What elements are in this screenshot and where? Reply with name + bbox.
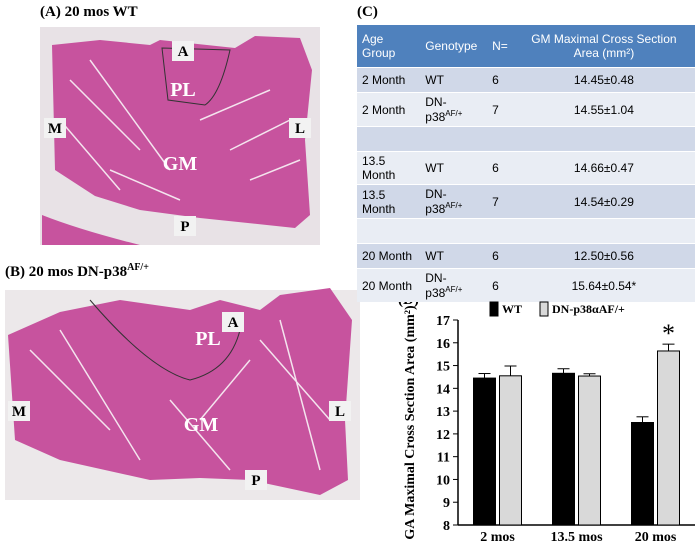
- table-row: 2 Month DN-p38AF/+ 7 14.55±1.04: [357, 92, 695, 127]
- cell-sup: AF/+: [445, 285, 463, 294]
- table-cell: 6: [487, 243, 513, 269]
- table-cell: 6: [487, 268, 513, 302]
- outline: [89, 299, 241, 381]
- region-label: L: [335, 404, 345, 420]
- region-label: L: [295, 121, 305, 137]
- table-cell: 6: [487, 151, 513, 185]
- table-cell: DN-p38AF/+: [420, 184, 488, 219]
- region-label: PL: [170, 79, 196, 101]
- table-cell: 7: [487, 92, 513, 127]
- table-cell: 15.64±0.54*: [512, 268, 695, 302]
- cell-text: DN-p38: [425, 271, 447, 300]
- label-box: [44, 118, 66, 138]
- table-row: 2 Month WT 6 14.45±0.48: [357, 67, 695, 93]
- table-cell: 13.5 Month: [357, 184, 421, 219]
- table-cell: 20 Month: [357, 243, 421, 269]
- table-cell: 14.55±1.04: [512, 92, 695, 127]
- region-label: A: [228, 315, 239, 331]
- cell-sup: AF/+: [445, 201, 463, 210]
- header-cell: Age Group: [357, 25, 421, 68]
- tissue-a: [52, 36, 312, 228]
- table-cell: DN-p38AF/+: [420, 92, 488, 127]
- table-row: [357, 126, 695, 152]
- table-cell: 2 Month: [357, 67, 421, 93]
- label-box: [245, 470, 267, 490]
- title-text: (B) 20 mos DN-p38: [5, 264, 128, 280]
- region-label: P: [180, 219, 189, 235]
- table-cell: DN-p38AF/+: [420, 268, 488, 302]
- label-box: [222, 312, 244, 332]
- table-cell: 2 Month: [357, 92, 421, 127]
- label-box: [8, 401, 30, 421]
- table-row: 20 Month DN-p38AF/+ 6 15.64±0.54*: [357, 268, 695, 302]
- table-row: 13.5 Month DN-p38AF/+ 7 14.54±0.29: [357, 184, 695, 219]
- table-row: [357, 218, 695, 244]
- empty-cell: [487, 218, 513, 244]
- region-label: P: [251, 473, 260, 489]
- table-cell: WT: [420, 243, 488, 269]
- region-label: PL: [195, 328, 221, 350]
- empty-cell: [420, 126, 488, 152]
- table-cell: 6: [487, 67, 513, 93]
- table-cell: 7: [487, 184, 513, 219]
- table-cell: 14.66±0.47: [512, 151, 695, 185]
- region-label: A: [178, 44, 189, 60]
- label-box: [329, 401, 351, 421]
- panel-title: (C): [357, 4, 378, 20]
- region-label: M: [48, 121, 62, 137]
- header-cell: Genotype: [420, 25, 488, 68]
- empty-cell: [512, 126, 695, 152]
- tissue-a: [42, 215, 140, 245]
- title-sup: AF/+: [127, 262, 149, 273]
- table-cell: 20 Month: [357, 268, 421, 302]
- table-cell: WT: [420, 151, 488, 185]
- table-row: 20 Month WT 6 12.50±0.56: [357, 243, 695, 269]
- empty-cell: [357, 126, 421, 152]
- label-box: [174, 216, 196, 236]
- table-cell: 13.5 Month: [357, 151, 421, 185]
- panel-title: (B) 20 mos DN-p38AF/+: [5, 262, 149, 281]
- table-cell: 12.50±0.56: [512, 243, 695, 269]
- cell-text: DN-p38: [425, 95, 447, 124]
- empty-cell: [357, 218, 421, 244]
- region-label: M: [12, 404, 26, 420]
- outline: [161, 47, 231, 106]
- header-row: Age Group Genotype N= GM Maximal Cross Sect…: [357, 25, 695, 68]
- empty-cell: [420, 218, 488, 244]
- header-cell: N=: [487, 25, 513, 68]
- cell-sup: AF/+: [445, 109, 463, 118]
- empty-cell: [487, 126, 513, 152]
- label-box: [172, 41, 194, 61]
- region-label: GM: [184, 414, 219, 436]
- table-cell: 14.45±0.48: [512, 67, 695, 93]
- empty-cell: [512, 218, 695, 244]
- panel-title: (A) 20 mos WT: [40, 4, 138, 20]
- label-box: [289, 118, 311, 138]
- header-cell: GM Maximal Cross Section Area (mm²): [512, 25, 695, 68]
- table-cell: WT: [420, 67, 488, 93]
- cell-text: DN-p38: [425, 187, 447, 216]
- region-label: GM: [163, 153, 198, 175]
- table-row: 13.5 Month WT 6 14.66±0.47: [357, 151, 695, 185]
- tissue-b: [8, 288, 352, 495]
- fibers: [59, 59, 301, 201]
- fibers: [29, 319, 331, 471]
- data-table: Age Group Genotype N= GM Maximal Cross Sect…: [357, 25, 695, 302]
- table-cell: 14.54±0.29: [512, 184, 695, 219]
